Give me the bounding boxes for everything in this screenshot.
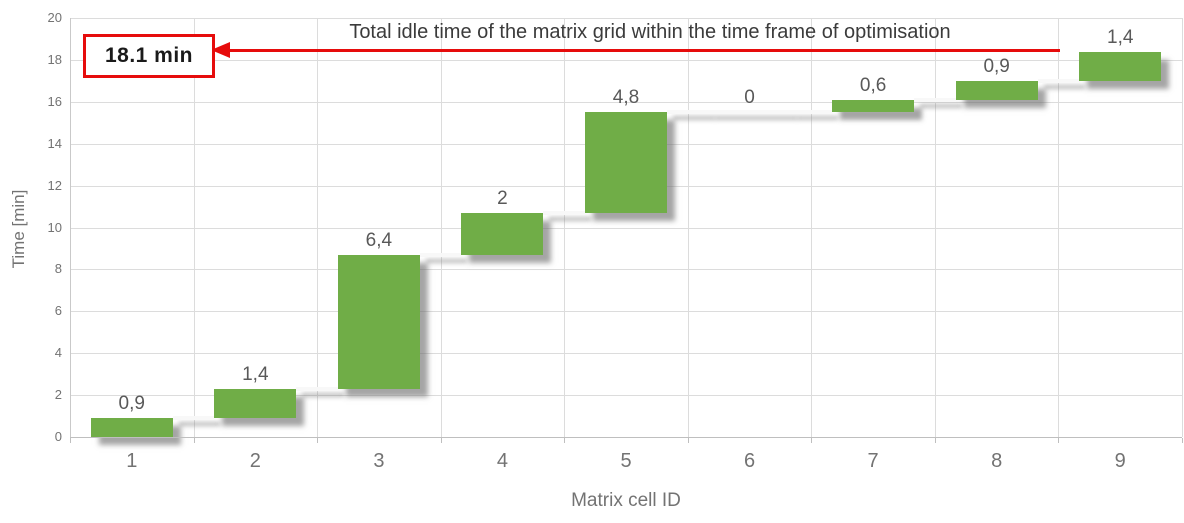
connector-line <box>296 386 338 391</box>
connector-line <box>914 97 956 102</box>
x-tick-label: 6 <box>743 450 756 472</box>
y-tick-label: 16 <box>47 93 62 109</box>
y-tick-label: 20 <box>47 10 62 25</box>
x-tick-mark <box>1182 438 1183 443</box>
connector-line <box>419 252 462 257</box>
bar-cell-9 <box>1079 51 1162 81</box>
plot-area: 0,9 1,4 6,4 2 4,8 0 0,6 0,9 1,4 <box>70 18 1183 437</box>
x-tick-label: 8 <box>991 450 1003 472</box>
y-tick-label: 10 <box>47 219 62 235</box>
x-axis-title: Matrix cell ID <box>571 490 681 511</box>
y-tick-label: 4 <box>54 345 62 361</box>
y-tick-label: 8 <box>54 261 62 277</box>
total-idle-time-callout: 18.1 min <box>83 34 215 78</box>
bar-label: 0,6 <box>859 74 887 96</box>
bar-label: 2 <box>497 187 508 209</box>
x-tick-label: 5 <box>620 450 632 472</box>
connector-line <box>543 210 585 215</box>
h-gridline <box>70 101 1182 103</box>
y-tick-label: 14 <box>47 135 62 151</box>
x-tick-label: 2 <box>249 450 261 472</box>
y-tick-label: 12 <box>47 177 62 193</box>
bar-label: 0,9 <box>983 55 1010 77</box>
x-tick-mark <box>440 438 442 443</box>
bar-cell-5 <box>585 112 667 213</box>
h-gridline <box>70 59 1182 61</box>
bar-label: 1,4 <box>242 363 269 385</box>
bar-label: 1,4 <box>1107 26 1134 48</box>
v-gridline <box>934 18 936 437</box>
x-tick-label: 1 <box>126 450 138 472</box>
bar-label: 0 <box>744 87 755 109</box>
connector-line <box>667 110 709 115</box>
x-tick-mark <box>70 438 71 443</box>
connector-line <box>1037 78 1080 83</box>
h-gridline <box>70 269 1182 271</box>
connector-line <box>790 110 833 115</box>
y-tick-label: 6 <box>54 303 62 319</box>
bar-label: 4,8 <box>612 87 640 109</box>
v-gridline <box>564 18 566 437</box>
connector-line <box>172 416 215 421</box>
v-gridline <box>193 18 195 437</box>
red-arrow-line <box>230 49 1060 52</box>
x-tick-mark <box>811 438 813 443</box>
red-arrow-head-icon <box>211 42 230 58</box>
v-gridline <box>1058 18 1060 437</box>
x-tick-mark <box>687 438 689 443</box>
total-idle-time-value: 18.1 min <box>104 44 194 67</box>
x-tick-label: 9 <box>1114 450 1126 472</box>
x-tick-label: 3 <box>373 450 385 472</box>
x-tick-label: 7 <box>867 450 879 472</box>
v-gridline <box>317 18 319 437</box>
bar-cell-7 <box>832 99 915 113</box>
h-gridline <box>70 353 1182 355</box>
h-gridline <box>70 395 1182 397</box>
x-tick-mark <box>564 438 566 443</box>
bar-cell-2 <box>214 388 297 419</box>
bar-label: 0,9 <box>118 393 145 415</box>
y-tick-label: 18 <box>47 51 62 67</box>
y-tick-label: 0 <box>54 429 62 444</box>
x-axis-line <box>70 437 1182 438</box>
bar-cell-3 <box>337 254 420 389</box>
v-gridline <box>440 18 442 437</box>
x-tick-mark <box>193 438 195 443</box>
v-gridline <box>811 18 813 437</box>
y-axis-line <box>70 18 71 438</box>
x-tick-mark <box>934 438 936 443</box>
bar-cell-1 <box>90 418 173 437</box>
x-tick-label: 4 <box>496 450 508 472</box>
x-tick-mark <box>1058 438 1060 443</box>
h-gridline <box>70 18 1182 19</box>
h-gridline <box>70 227 1182 229</box>
bar-cell-8 <box>955 80 1038 100</box>
x-tick-mark <box>317 438 319 443</box>
bar-label: 6,4 <box>365 229 393 251</box>
v-gridline <box>687 18 689 437</box>
y-axis-title: Time [min] <box>9 189 28 269</box>
bar-cell-4 <box>461 212 544 255</box>
v-gridline <box>1182 18 1183 437</box>
y-tick-label: 2 <box>54 387 62 403</box>
annotation-text: Total idle time of the matrix grid withi… <box>349 21 951 43</box>
h-gridline <box>70 311 1182 313</box>
connector-line <box>708 110 791 115</box>
